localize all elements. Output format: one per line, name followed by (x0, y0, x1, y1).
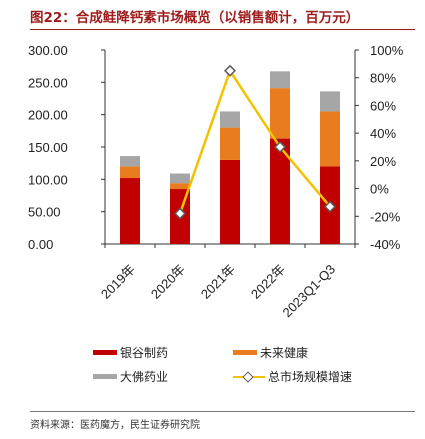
bar-series-1-4 (320, 111, 340, 167)
x-tick-label: 2022年 (248, 262, 288, 302)
source-rule (30, 411, 415, 412)
y-right-tick-label: -40% (370, 237, 401, 252)
y-left-tick-label: 200.00 (28, 108, 68, 123)
y-right-tick-label: 80% (370, 71, 396, 86)
chart-canvas: 0.00 50.00 100.00 150.00 200.00 250.00 300.00 -… (28, 43, 404, 321)
chart-title: 图22：合成鲑降钙素市场概览（以销售额计，百万元） (30, 10, 360, 26)
legend-label-series-0: 银谷制药 (120, 346, 169, 360)
growth-point-3 (323, 200, 337, 213)
y-right-tick-label: 20% (370, 154, 396, 169)
growth-line (178, 67, 331, 214)
y-left-tick-label: 150.00 (28, 140, 68, 155)
source-note: 资料来源：医药魔方，民生证券研究院 (30, 420, 200, 431)
x-tick-label: 2023Q1-Q3 (279, 262, 338, 321)
bar-series-0-0 (120, 178, 140, 244)
x-tick-label: 2019年 (98, 262, 138, 302)
legend-swatch-series-2 (93, 374, 117, 379)
legend-swatch-series-0 (93, 350, 117, 355)
legend-item-growth: 总市场规模增速 (233, 368, 352, 385)
bar-series-1-0 (120, 166, 140, 179)
bar-series-2-2 (220, 111, 240, 128)
bar-series-1-3 (270, 88, 290, 139)
legend-swatch-growth (233, 372, 265, 382)
y-left-tick-label: 300.00 (28, 43, 68, 58)
bar-series-1-1 (170, 183, 190, 190)
y-right-tick-label: 60% (370, 98, 396, 113)
y-left-tick-label: 50.00 (28, 205, 61, 220)
legend: 银谷制药 未来健康 大佛药业 总市场规模增速 (93, 344, 393, 394)
bar-series-2-4 (320, 91, 340, 112)
y-right-tick-label: 40% (370, 126, 396, 141)
legend-swatch-series-1 (233, 350, 257, 355)
growth-point-2 (273, 140, 287, 154)
legend-item-series-0: 银谷制药 (93, 344, 168, 361)
title-rule (30, 29, 415, 30)
legend-label-series-1: 未来健康 (260, 346, 309, 360)
bar-series-2-3 (270, 71, 290, 89)
y-right-tick-label: 100% (370, 43, 404, 58)
bar-series-2-1 (170, 173, 190, 184)
x-tick-label: 2021年 (198, 262, 238, 302)
y-right-tick-label: -20% (370, 209, 401, 224)
bar-series-0-2 (220, 159, 240, 244)
y-left-tick-label: 0.00 (28, 237, 53, 252)
x-tick-label: 2020年 (148, 262, 188, 302)
y-right-tick-label: 0% (370, 182, 389, 197)
legend-item-series-1: 未来健康 (233, 344, 308, 361)
legend-item-series-2: 大佛药业 (93, 368, 168, 385)
legend-label-series-2: 大佛药业 (120, 370, 169, 384)
bar-series-1-2 (220, 127, 240, 160)
y-left-tick-label: 250.00 (28, 75, 68, 90)
growth-point-0 (173, 207, 187, 220)
legend-label-growth: 总市场规模增速 (268, 370, 353, 384)
y-left-tick-label: 100.00 (28, 172, 68, 187)
bar-series-0-3 (270, 138, 290, 244)
bar-series-2-0 (120, 156, 140, 167)
growth-point-1 (223, 64, 237, 77)
